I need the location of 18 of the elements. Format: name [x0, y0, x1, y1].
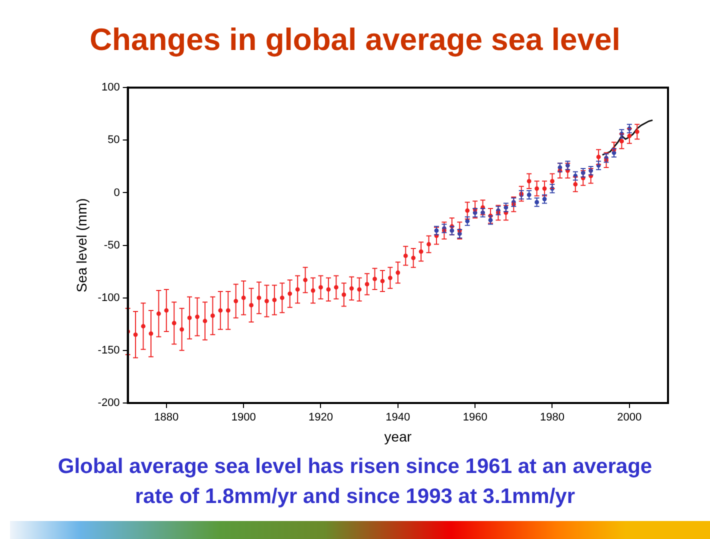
x-tick-label: 2000 [617, 412, 642, 424]
y-axis-title: Sea level (mm) [73, 198, 90, 292]
x-tick-label: 1940 [386, 412, 410, 424]
y-tick-label: -100 [98, 292, 120, 304]
x-tick-label: 1980 [540, 412, 564, 424]
y-tick-label: 0 [114, 186, 120, 199]
text: Global average sea level has risen since 1961 at an average rate of 1.8mm/yr and since 1993 at 3.1mm/yr [56, 454, 654, 510]
y-tick-label: 50 [108, 134, 120, 146]
y-tick-label: -150 [98, 344, 120, 356]
x-axis-title: year [384, 428, 412, 444]
y-tick-label: -50 [104, 239, 120, 252]
x-tick-label: 1880 [154, 412, 179, 424]
y-tick-label: -200 [98, 397, 120, 410]
y-tick-label: 100 [101, 82, 120, 94]
chart-title: Changes in global average sea level [88, 22, 622, 58]
x-tick-label: 1960 [462, 412, 488, 424]
x-tick-label: 1900 [231, 412, 256, 424]
x-tick-label: 1920 [308, 412, 333, 424]
